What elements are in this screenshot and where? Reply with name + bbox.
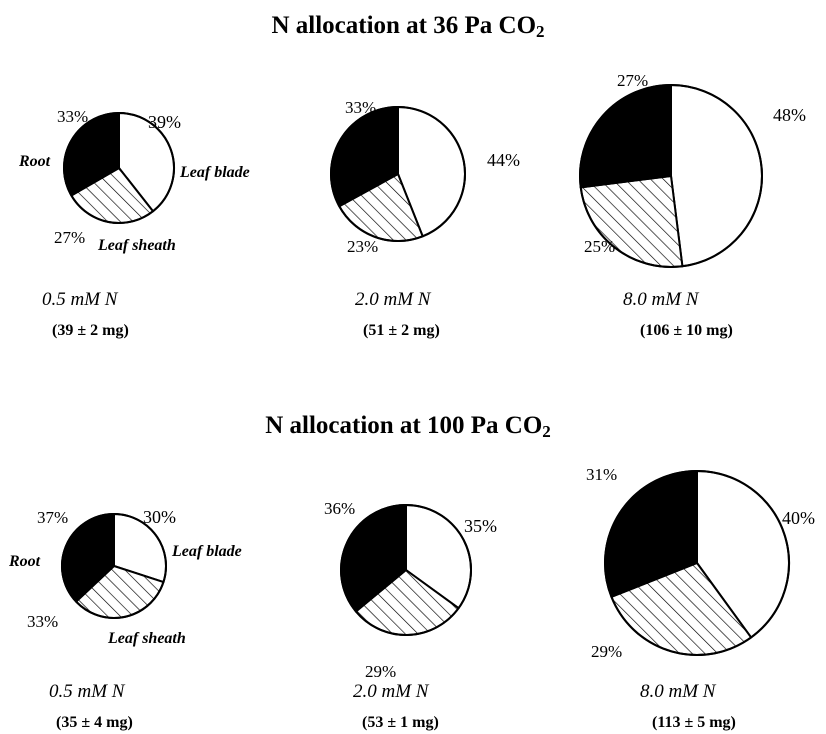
panel-title-36: N allocation at 36 Pa CO2 bbox=[271, 12, 544, 41]
plant-n-mass: (39 ± 2 mg) bbox=[52, 322, 129, 339]
pie-36-2.0mM bbox=[330, 106, 467, 242]
pct-label-blade: 39% bbox=[148, 112, 181, 132]
pct-label-blade: 48% bbox=[773, 105, 806, 125]
pie-outline bbox=[340, 504, 472, 636]
pie-100-2.0mM bbox=[340, 504, 472, 636]
panel-title-100: N allocation at 100 Pa CO2 bbox=[265, 412, 551, 441]
pct-label-sheath: 23% bbox=[347, 237, 378, 256]
category-label-leaf-sheath: Leaf sheath bbox=[107, 630, 186, 647]
pct-label-root: 36% bbox=[324, 499, 355, 518]
pct-label-root: 33% bbox=[57, 107, 88, 126]
pct-label-sheath: 25% bbox=[584, 237, 615, 256]
n-level-label: 2.0 mM N bbox=[353, 681, 430, 702]
pie-outline bbox=[63, 112, 175, 224]
category-label-leaf-sheath: Leaf sheath bbox=[97, 237, 176, 254]
pct-label-sheath: 29% bbox=[365, 662, 396, 681]
pie-100-0.5mM bbox=[61, 513, 167, 619]
category-label-root: Root bbox=[18, 153, 51, 170]
n-level-label: 2.0 mM N bbox=[355, 289, 432, 310]
plant-n-mass: (35 ± 4 mg) bbox=[56, 714, 133, 731]
n-level-label: 8.0 mM N bbox=[623, 289, 700, 310]
slice-leaf-blade bbox=[670, 84, 763, 268]
pie-outline bbox=[330, 106, 466, 242]
slice-root bbox=[579, 84, 672, 189]
pct-label-sheath: 29% bbox=[591, 642, 622, 661]
pct-label-sheath: 27% bbox=[54, 228, 85, 247]
pie-36-0.5mM bbox=[63, 112, 175, 224]
n-level-label: 8.0 mM N bbox=[640, 681, 717, 702]
category-label-leaf-blade: Leaf blade bbox=[171, 543, 242, 560]
pct-label-blade: 44% bbox=[487, 150, 520, 170]
plant-n-mass: (106 ± 10 mg) bbox=[640, 322, 733, 339]
pct-label-root: 31% bbox=[586, 465, 617, 484]
plant-n-mass: (113 ± 5 mg) bbox=[652, 714, 736, 731]
pie-36-8.0mM bbox=[579, 84, 763, 268]
pie-outline bbox=[604, 470, 790, 656]
category-label-root: Root bbox=[8, 553, 41, 570]
pct-label-sheath: 33% bbox=[27, 612, 58, 631]
pct-label-root: 37% bbox=[37, 508, 68, 527]
pie-outline bbox=[61, 513, 167, 619]
pct-label-blade: 30% bbox=[143, 507, 176, 527]
pie-100-8.0mM bbox=[604, 470, 790, 656]
n-level-label: 0.5 mM N bbox=[49, 681, 126, 702]
category-label-leaf-blade: Leaf blade bbox=[179, 164, 250, 181]
plant-n-mass: (51 ± 2 mg) bbox=[363, 322, 440, 339]
plant-n-mass: (53 ± 1 mg) bbox=[362, 714, 439, 731]
pct-label-root: 33% bbox=[345, 98, 376, 117]
pct-label-blade: 35% bbox=[464, 516, 497, 536]
pct-label-blade: 40% bbox=[782, 508, 815, 528]
pie-outline bbox=[579, 84, 763, 268]
pct-label-root: 27% bbox=[617, 71, 648, 90]
n-level-label: 0.5 mM N bbox=[42, 289, 119, 310]
